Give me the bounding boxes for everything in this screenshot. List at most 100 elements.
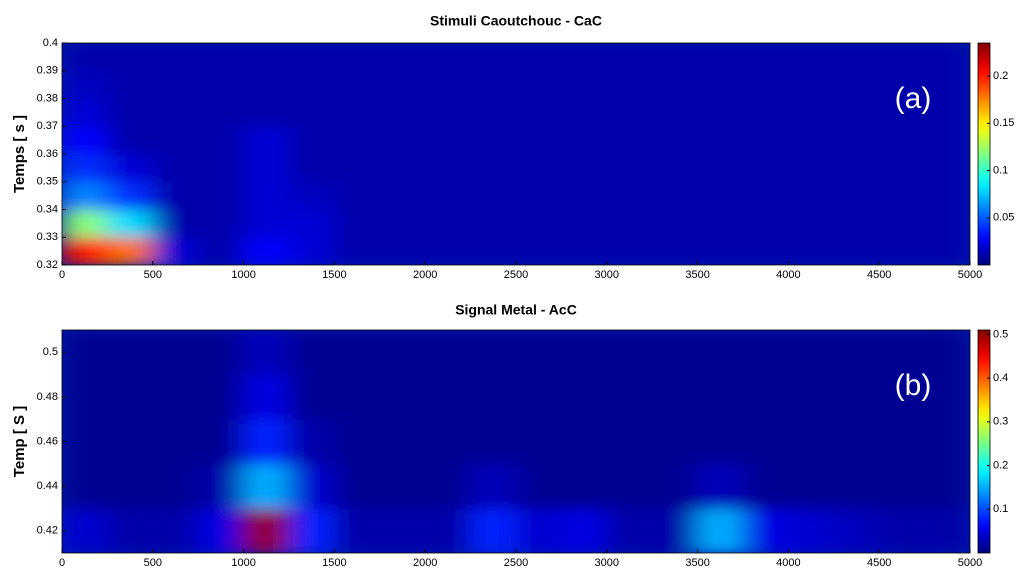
- heat-cell: [560, 98, 608, 127]
- colorbar-tick-label: 0.4: [993, 372, 1008, 384]
- heat-cell: [833, 43, 880, 72]
- heat-cell: [878, 98, 926, 127]
- y-tick-label: 0.37: [37, 120, 58, 132]
- colorbar-tick-label: 0.5: [993, 328, 1008, 340]
- heat-cell: [106, 463, 154, 509]
- heat-cell: [833, 236, 880, 265]
- heat-cell: [152, 374, 199, 420]
- heat-cell: [152, 418, 199, 465]
- heat-cell: [106, 153, 154, 183]
- heat-cell: [651, 507, 699, 553]
- heat-cell: [560, 70, 608, 99]
- heat-cell: [470, 209, 517, 238]
- heat-cell: [470, 98, 517, 127]
- heat-cell: [379, 330, 426, 376]
- heat-cell: [697, 507, 744, 553]
- annotation: (b): [895, 369, 932, 402]
- heat-cell: [106, 125, 154, 155]
- heat-cell: [424, 153, 472, 183]
- heat-cell: [697, 463, 744, 509]
- heat-cell: [515, 463, 562, 509]
- x-tick-label: 4000: [776, 557, 800, 569]
- heat-cell: [606, 153, 653, 183]
- heat-cell: [424, 236, 472, 265]
- heat-cell: [515, 418, 562, 465]
- heat-cell: [515, 125, 562, 155]
- heatmap-area: [62, 43, 970, 265]
- heat-cell: [288, 181, 335, 210]
- chart-title: Signal Metal - AcC: [455, 302, 577, 318]
- heat-cell: [515, 507, 562, 553]
- heat-cell: [152, 98, 199, 127]
- x-tick-label: 2000: [413, 269, 437, 281]
- heat-cell: [606, 70, 653, 99]
- heat-cell: [787, 43, 835, 72]
- heat-cell: [560, 463, 608, 509]
- heat-cell: [697, 330, 744, 376]
- y-axis-label: Temp [ S ]: [11, 406, 28, 477]
- x-tick-label: 3000: [595, 269, 619, 281]
- heat-cell: [470, 507, 517, 553]
- heat-cell: [333, 463, 381, 509]
- heat-cell: [106, 236, 154, 265]
- heat-cell: [742, 209, 789, 238]
- heat-cell: [560, 507, 608, 553]
- heat-cell: [424, 418, 472, 465]
- heat-cell: [197, 98, 245, 127]
- heat-cell: [288, 98, 335, 127]
- heat-cell: [878, 418, 926, 465]
- heat-cell: [787, 463, 835, 509]
- heat-cell: [424, 507, 472, 553]
- heat-cell: [288, 507, 335, 553]
- heat-cell: [106, 98, 154, 127]
- y-tick-label: 0.48: [37, 391, 58, 403]
- heat-cell: [651, 236, 699, 265]
- y-axis-label: Temps [ s ]: [11, 115, 28, 193]
- x-tick-label: 4000: [776, 269, 800, 281]
- x-tick-label: 500: [144, 557, 162, 569]
- heat-cell: [197, 330, 245, 376]
- heat-cell: [197, 181, 245, 210]
- heat-cell: [515, 330, 562, 376]
- heat-cell: [62, 153, 108, 183]
- heat-cell: [742, 507, 789, 553]
- heat-cell: [515, 98, 562, 127]
- x-tick-label: 2000: [413, 557, 437, 569]
- heat-cell: [787, 236, 835, 265]
- y-tick-label: 0.34: [37, 203, 58, 215]
- heat-cell: [560, 43, 608, 72]
- x-tick-label: 2500: [504, 557, 528, 569]
- heat-cell: [606, 125, 653, 155]
- heat-cell: [606, 236, 653, 265]
- colorbar-tick-label: 0.2: [993, 70, 1008, 82]
- heat-cell: [424, 70, 472, 99]
- heat-cell: [152, 181, 199, 210]
- heat-cell: [787, 418, 835, 465]
- heat-cell: [62, 463, 108, 509]
- heat-cell: [333, 125, 381, 155]
- heat-cell: [742, 330, 789, 376]
- heat-cell: [697, 70, 744, 99]
- heat-cell: [152, 209, 199, 238]
- heat-cell: [333, 418, 381, 465]
- heat-cell: [470, 463, 517, 509]
- heat-cell: [333, 70, 381, 99]
- heat-cell: [379, 43, 426, 72]
- heat-cell: [560, 181, 608, 210]
- heat-cell: [424, 181, 472, 210]
- x-tick-label: 1000: [231, 557, 255, 569]
- heat-cell: [833, 70, 880, 99]
- heat-cell: [288, 330, 335, 376]
- heat-cell: [787, 181, 835, 210]
- x-tick-label: 3000: [595, 557, 619, 569]
- heat-cell: [288, 153, 335, 183]
- heat-cell: [424, 463, 472, 509]
- x-tick-label: 1500: [322, 557, 346, 569]
- heat-cell: [833, 98, 880, 127]
- heat-cell: [878, 181, 926, 210]
- heat-cell: [152, 236, 199, 265]
- heat-cell: [742, 153, 789, 183]
- heat-cell: [243, 209, 290, 238]
- heat-cell: [515, 209, 562, 238]
